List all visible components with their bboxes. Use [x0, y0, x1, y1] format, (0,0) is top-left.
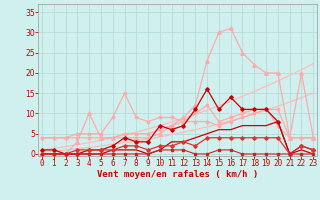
X-axis label: Vent moyen/en rafales ( km/h ): Vent moyen/en rafales ( km/h ) — [97, 170, 258, 179]
